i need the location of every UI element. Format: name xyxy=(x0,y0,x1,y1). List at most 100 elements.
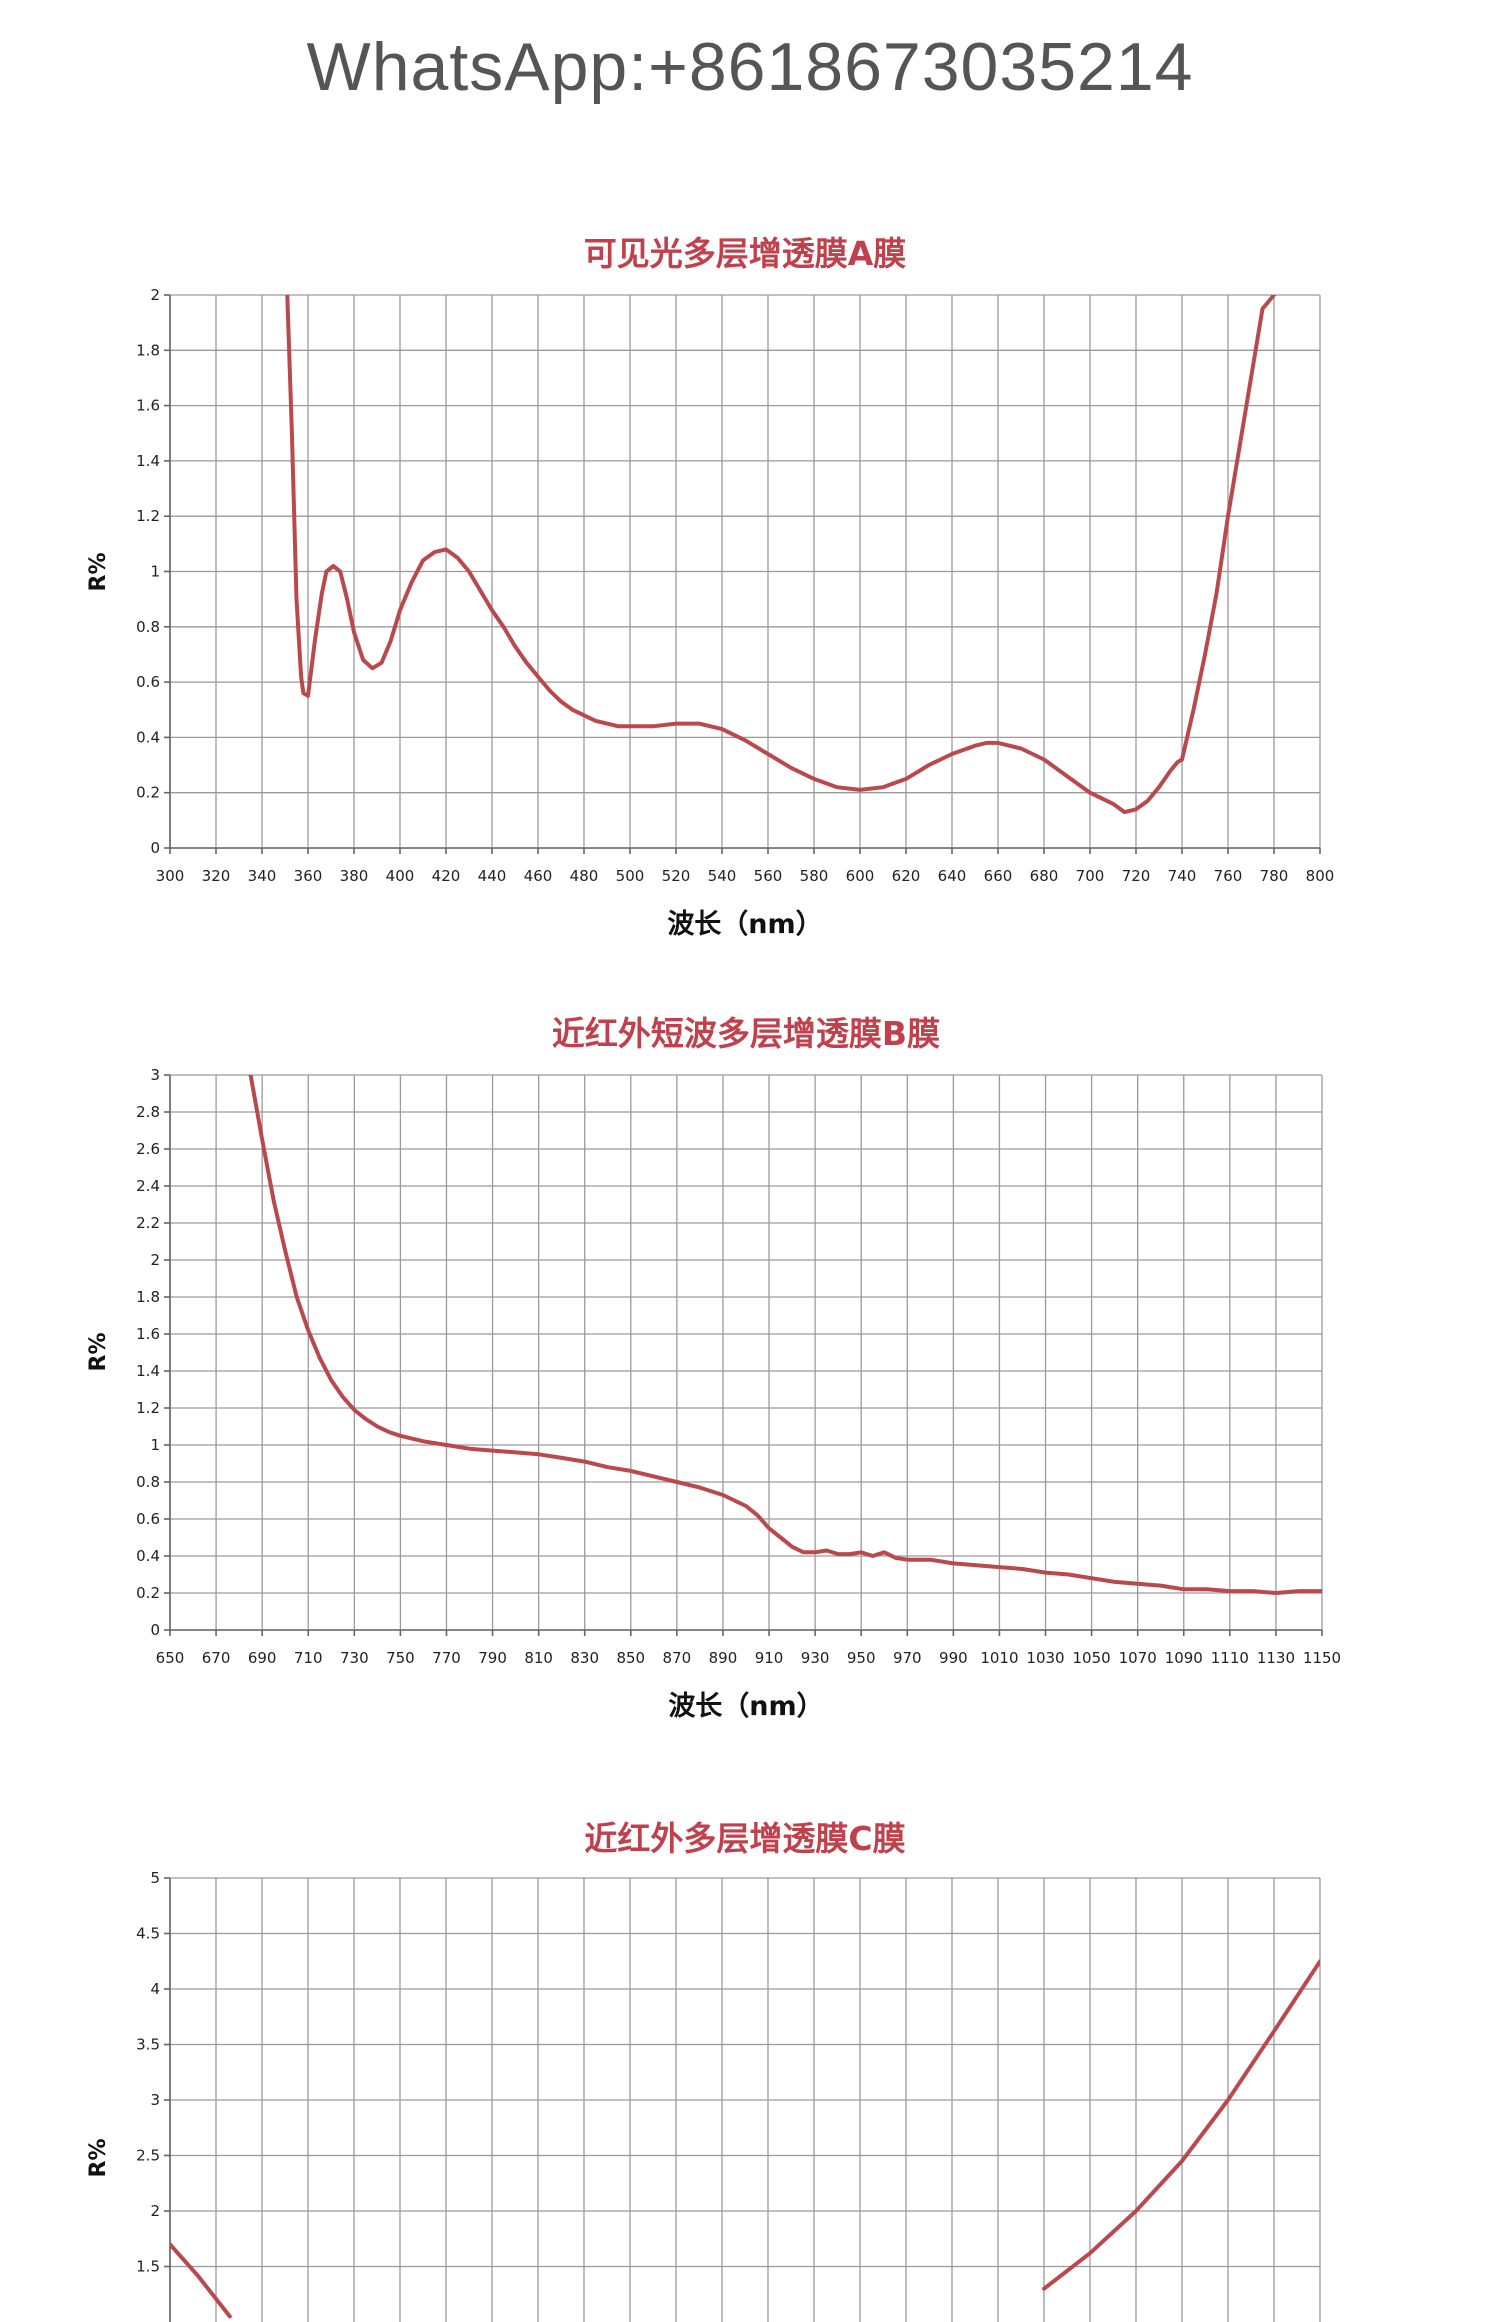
y-tick-label: 2.5 xyxy=(136,2147,160,2165)
x-tick-label: 340 xyxy=(248,867,277,885)
x-tick-label: 910 xyxy=(755,1649,784,1667)
x-tick-label: 780 xyxy=(1260,867,1289,885)
y-tick-label: 0.8 xyxy=(136,618,160,636)
y-tick-label: 2 xyxy=(150,1251,160,1269)
y-tick-label: 1.4 xyxy=(136,1362,160,1380)
x-tick-label: 760 xyxy=(1214,867,1243,885)
x-tick-label: 660 xyxy=(984,867,1013,885)
chart-title: 近红外多层增透膜C膜 xyxy=(584,1820,905,1858)
y-tick-label: 1.8 xyxy=(136,1288,160,1306)
x-tick-label: 850 xyxy=(616,1649,645,1667)
x-tick-label: 950 xyxy=(847,1649,876,1667)
y-tick-label: 2.2 xyxy=(136,1214,160,1232)
x-tick-label: 700 xyxy=(1076,867,1105,885)
x-tick-label: 740 xyxy=(1168,867,1197,885)
x-tick-label: 1010 xyxy=(980,1649,1018,1667)
y-tick-label: 0.6 xyxy=(136,1510,160,1528)
y-axis-label: R% xyxy=(86,2139,111,2178)
chart-a: 可见光多层增透膜A膜 0 0.2 0.4 0.6 0.8 1 1.2 1.4 1.6 1.8 2 300… xyxy=(86,234,1335,940)
y-tick-label: 3 xyxy=(150,2091,160,2109)
x-tick-label: 710 xyxy=(294,1649,323,1667)
x-axis-label: 波长（nm） xyxy=(668,1691,823,1722)
y-tick-label: 1 xyxy=(150,1436,160,1454)
x-tick-label: 790 xyxy=(478,1649,507,1667)
x-tick-label: 380 xyxy=(340,867,369,885)
y-tick-label: 1 xyxy=(150,563,160,581)
x-tick-label: 890 xyxy=(709,1649,738,1667)
y-tick-label: 1.5 xyxy=(136,2258,160,2276)
x-tick-label: 750 xyxy=(386,1649,415,1667)
x-tick-label: 650 xyxy=(156,1649,185,1667)
x-tick-label: 520 xyxy=(662,867,691,885)
x-tick-label: 620 xyxy=(892,867,921,885)
y-tick-label: 3 xyxy=(150,1066,160,1084)
x-tick-label: 440 xyxy=(478,867,507,885)
x-tick-label: 810 xyxy=(524,1649,553,1667)
x-tick-label: 670 xyxy=(202,1649,231,1667)
y-tick-label: 0.8 xyxy=(136,1473,160,1491)
y-tick-label: 1.2 xyxy=(136,1399,160,1417)
y-tick-label: 2 xyxy=(150,2202,160,2220)
x-tick-label: 540 xyxy=(708,867,737,885)
x-tick-label: 870 xyxy=(663,1649,692,1667)
x-tick-label: 730 xyxy=(340,1649,369,1667)
y-tick-label: 2.4 xyxy=(136,1177,160,1195)
chart-b: 近红外短波多层增透膜B膜 0 0.2 0.4 0.6 0.8 1 1.2 1.4 1.6 1.8 2 2… xyxy=(86,1014,1341,1722)
x-tick-label: 830 xyxy=(570,1649,599,1667)
x-axis-label: 波长（nm） xyxy=(667,909,822,940)
y-tick-label: 0.4 xyxy=(136,728,160,746)
y-tick-label: 0.6 xyxy=(136,673,160,691)
x-tick-label: 460 xyxy=(524,867,553,885)
y-tick-label: 0.4 xyxy=(136,1547,160,1565)
x-tick-label: 1110 xyxy=(1211,1649,1249,1667)
x-tick-label: 690 xyxy=(248,1649,277,1667)
x-tick-label: 1050 xyxy=(1073,1649,1111,1667)
series-line xyxy=(170,2242,232,2319)
series-line xyxy=(1042,1959,1320,2291)
x-tick-label: 420 xyxy=(432,867,461,885)
y-tick-label: 2 xyxy=(150,286,160,304)
x-tick-label: 580 xyxy=(800,867,829,885)
chart-c: 近红外多层增透膜C膜 1.5 2 2.5 3 3.5 4 4.5 5 R% xyxy=(86,1820,1321,2322)
x-tick-label: 1030 xyxy=(1026,1649,1064,1667)
x-tick-label: 1090 xyxy=(1165,1649,1203,1667)
x-tick-label: 1070 xyxy=(1119,1649,1157,1667)
x-tick-label: 930 xyxy=(801,1649,830,1667)
y-tick-label: 2.6 xyxy=(136,1140,160,1158)
y-tick-label: 0 xyxy=(150,839,160,857)
y-tick-label: 0 xyxy=(150,1621,160,1639)
watermark-text: WhatsApp:+8618673035214 xyxy=(306,29,1194,105)
x-tick-label: 970 xyxy=(893,1649,922,1667)
series-line xyxy=(285,295,1276,815)
x-tick-label: 770 xyxy=(432,1649,461,1667)
x-tick-label: 560 xyxy=(754,867,783,885)
y-tick-label: 4.5 xyxy=(136,1925,160,1943)
x-tick-label: 990 xyxy=(939,1649,968,1667)
x-tick-label: 360 xyxy=(294,867,323,885)
x-tick-label: 480 xyxy=(570,867,599,885)
x-tick-label: 720 xyxy=(1122,867,1151,885)
x-tick-label: 300 xyxy=(156,867,185,885)
y-tick-label: 0.2 xyxy=(136,1584,160,1602)
y-tick-label: 1.2 xyxy=(136,507,160,525)
y-tick-label: 3.5 xyxy=(136,2036,160,2054)
x-tick-label: 680 xyxy=(1030,867,1059,885)
x-tick-label: 320 xyxy=(202,867,231,885)
y-axis-label: R% xyxy=(86,1333,111,1372)
x-tick-label: 500 xyxy=(616,867,645,885)
x-tick-label: 1130 xyxy=(1257,1649,1295,1667)
y-tick-label: 1.6 xyxy=(136,1325,160,1343)
y-tick-label: 1.6 xyxy=(136,397,160,415)
x-tick-label: 400 xyxy=(386,867,415,885)
y-tick-label: 0.2 xyxy=(136,784,160,802)
x-tick-label: 600 xyxy=(846,867,875,885)
x-tick-label: 640 xyxy=(938,867,967,885)
x-tick-label: 1150 xyxy=(1303,1649,1341,1667)
y-tick-label: 5 xyxy=(150,1869,160,1887)
chart-title: 近红外短波多层增透膜B膜 xyxy=(552,1014,940,1053)
y-axis-label: R% xyxy=(86,553,111,592)
chart-title: 可见光多层增透膜A膜 xyxy=(584,234,907,273)
y-tick-label: 2.8 xyxy=(136,1103,160,1121)
x-tick-label: 800 xyxy=(1306,867,1335,885)
y-tick-label: 4 xyxy=(150,1980,160,1998)
